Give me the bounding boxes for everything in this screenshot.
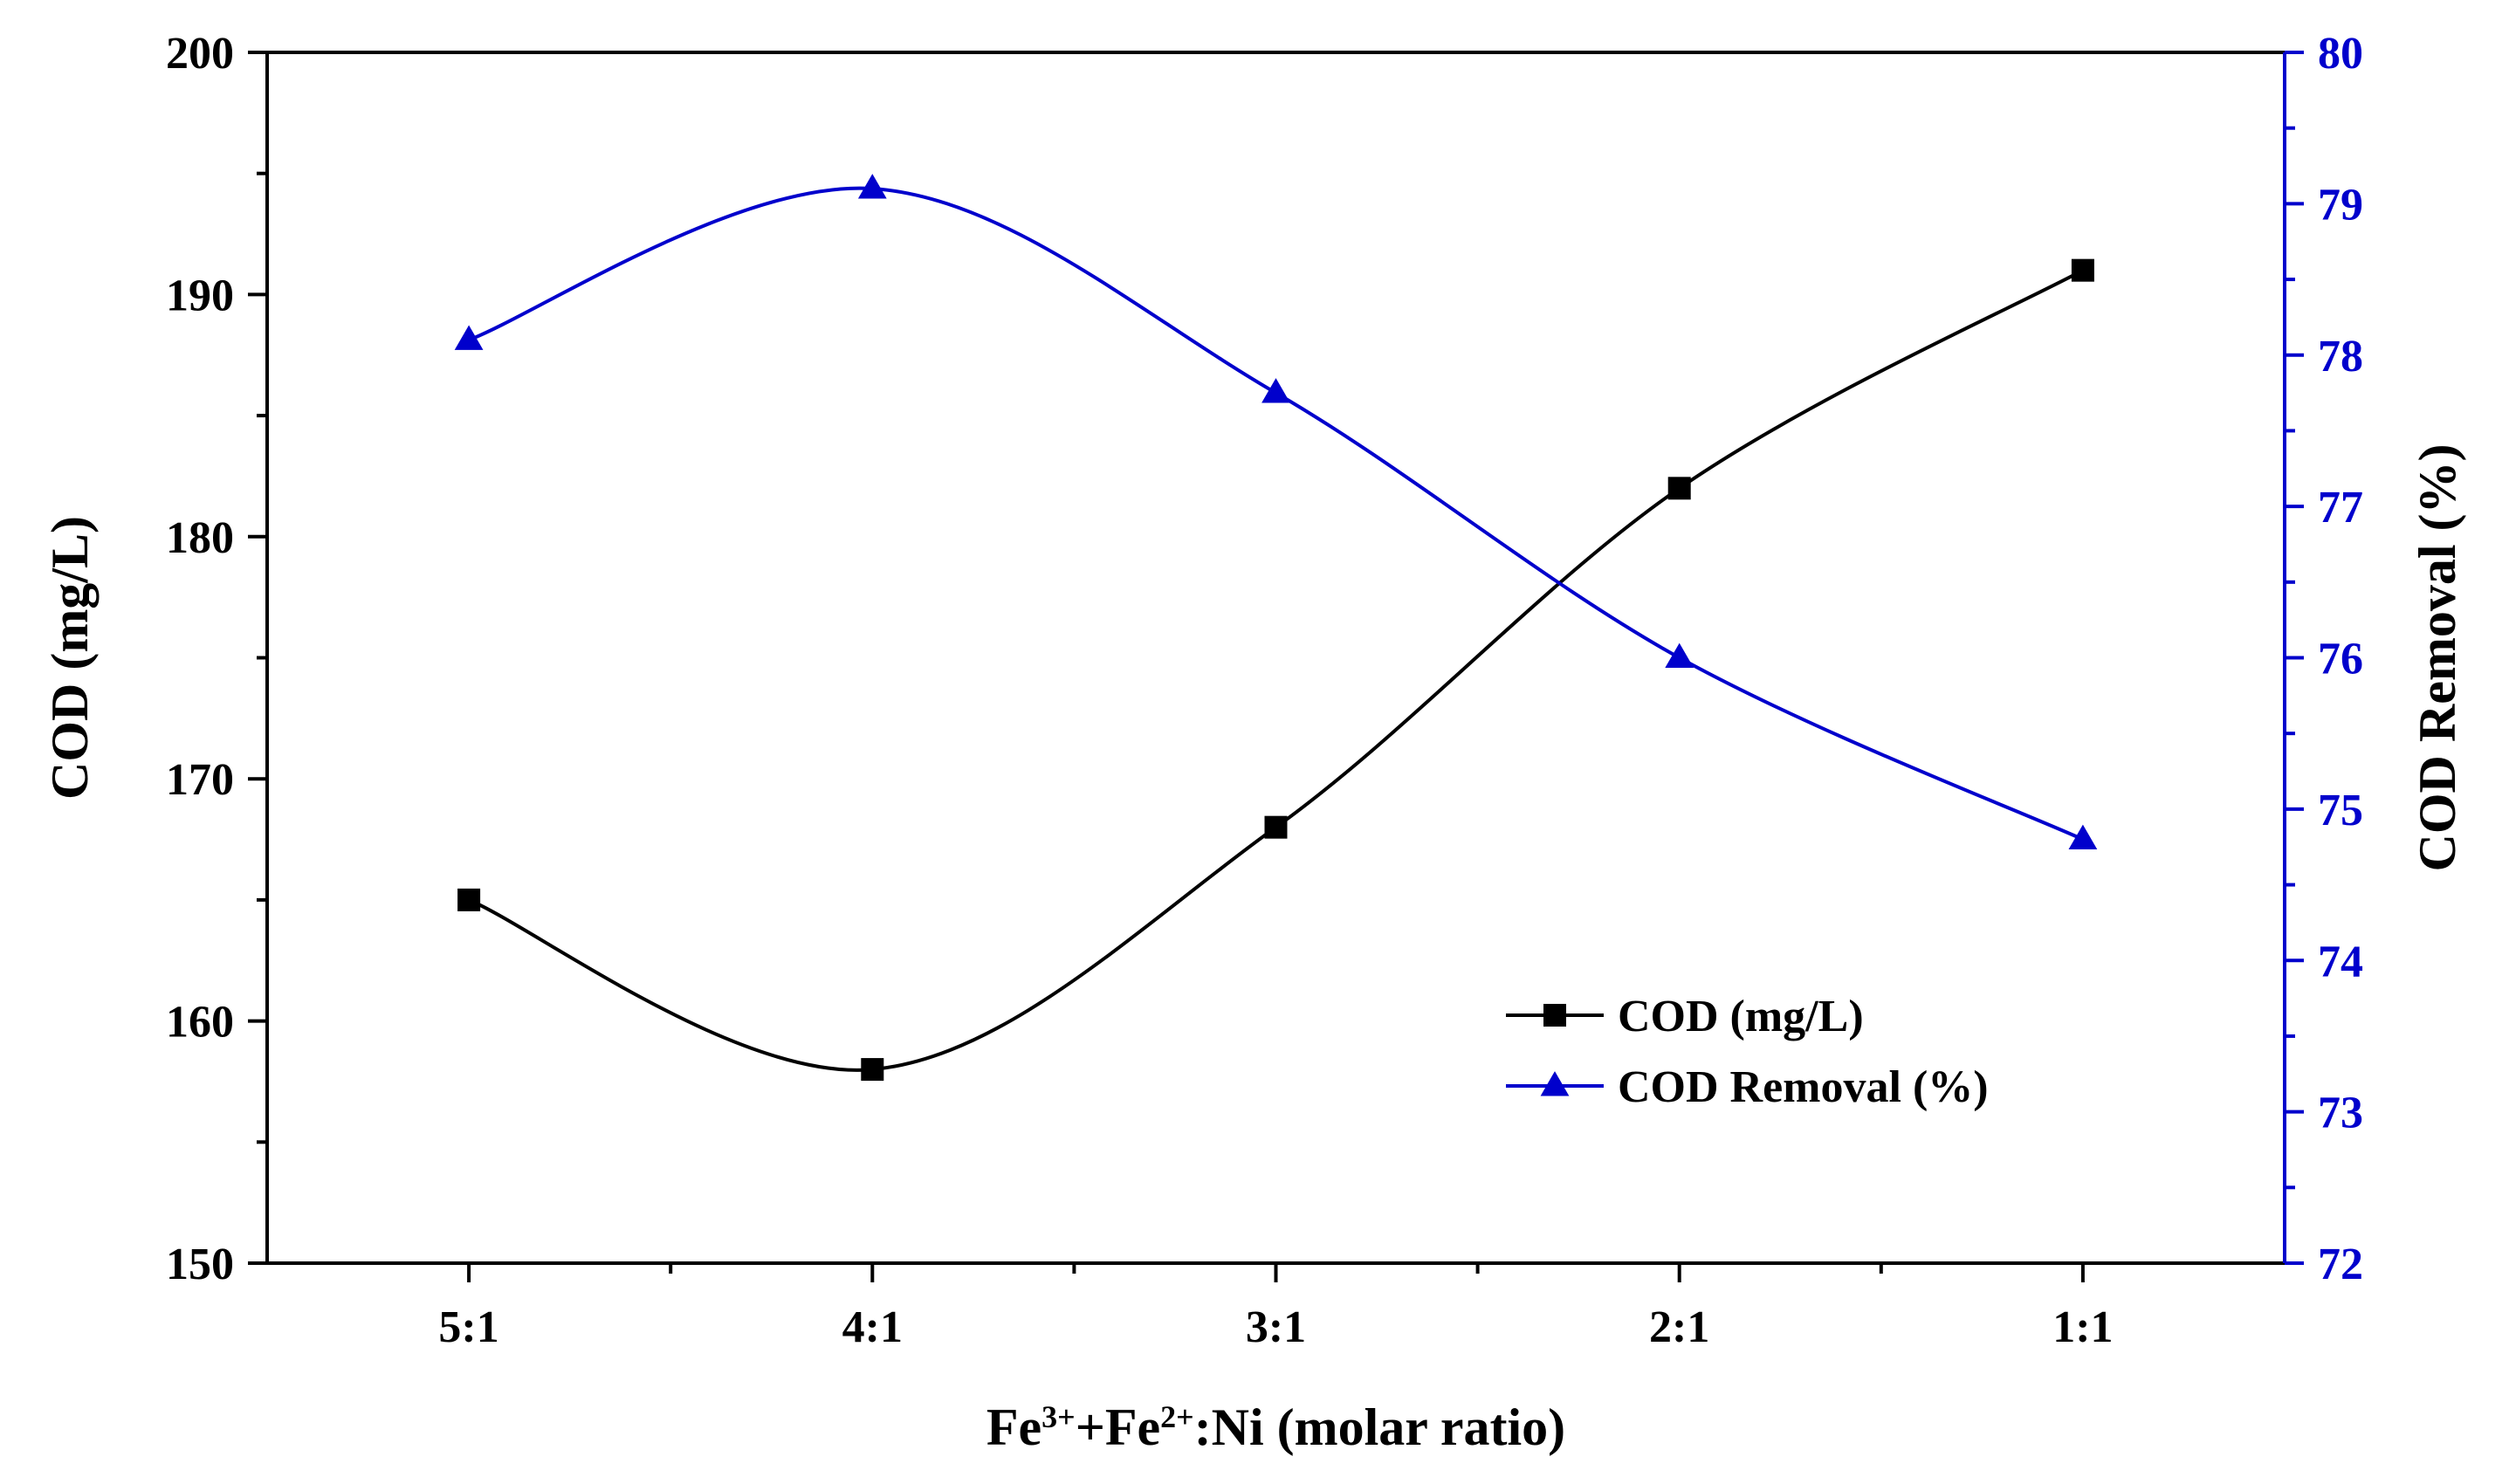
axes-layer (248, 51, 2304, 1282)
x-tick-label: 4:1 (842, 1302, 903, 1352)
legend-label: COD Removal (%) (1618, 1062, 1989, 1112)
legend-label: COD (mg/L) (1618, 992, 1864, 1041)
left-tick-label: 160 (166, 998, 234, 1048)
labels-layer: 150 160 170 180 190 200 72 73 74 75 76 77 78 79 80 5:1 4… (41, 29, 2466, 1456)
left-tick-label: 180 (166, 513, 234, 563)
removal-point (2068, 824, 2098, 850)
right-tick-label: 80 (2318, 29, 2363, 79)
cod-point (1667, 477, 1691, 500)
removal-point (1665, 642, 1694, 668)
right-tick-label: 75 (2318, 786, 2363, 835)
cod-point (1264, 815, 1288, 839)
right-tick-label: 78 (2318, 332, 2363, 381)
legend-item: COD Removal (%) (1506, 1062, 1989, 1112)
x-axis-title-part: :Ni (molar ratio) (1194, 1398, 1565, 1456)
x-tick-label: 1:1 (2052, 1302, 2113, 1352)
cod-point (861, 1058, 884, 1082)
x-tick-label: 3:1 (1246, 1302, 1306, 1352)
left-axis-title: COD (mg/L) (41, 516, 99, 800)
removal-point (454, 325, 484, 350)
right-tick-label: 73 (2318, 1089, 2363, 1138)
x-axis-title-part: Fe (986, 1398, 1041, 1456)
x-tick-label: 2:1 (1649, 1302, 1709, 1352)
right-tick-label: 76 (2318, 635, 2363, 684)
x-tick-label: 5:1 (438, 1302, 498, 1352)
cod-point (457, 888, 481, 911)
left-tick-label: 150 (166, 1240, 234, 1289)
series-1 (457, 258, 2094, 1082)
x-axis-title-part: +Fe (1076, 1398, 1160, 1456)
right-axis-title: COD Removal (%) (2409, 444, 2466, 872)
series-2 (454, 174, 2098, 850)
left-tick-label: 200 (166, 29, 234, 79)
right-tick-label: 72 (2318, 1240, 2363, 1289)
right-tick-label: 77 (2318, 483, 2363, 532)
right-tick-label: 79 (2318, 180, 2363, 230)
legend-marker (1540, 1071, 1570, 1096)
cod-point (2071, 258, 2094, 282)
x-axis-title-superscript: 2+ (1160, 1399, 1194, 1434)
right-tick-label: 74 (2318, 937, 2363, 986)
series-layer (454, 174, 2098, 1082)
removal-point (1261, 378, 1290, 403)
legend-marker (1543, 1004, 1566, 1027)
legend-item: COD (mg/L) (1506, 992, 1864, 1041)
left-tick-label: 170 (166, 755, 234, 805)
series-line (468, 186, 2084, 842)
x-axis-title-superscript: 3+ (1041, 1399, 1076, 1434)
left-tick-label: 190 (166, 271, 234, 320)
legend: COD (mg/L) COD Removal (%) (1506, 992, 1989, 1112)
removal-point (857, 174, 887, 199)
x-axis-title: Fe3++Fe2+:Ni (molar ratio) (986, 1398, 1565, 1456)
